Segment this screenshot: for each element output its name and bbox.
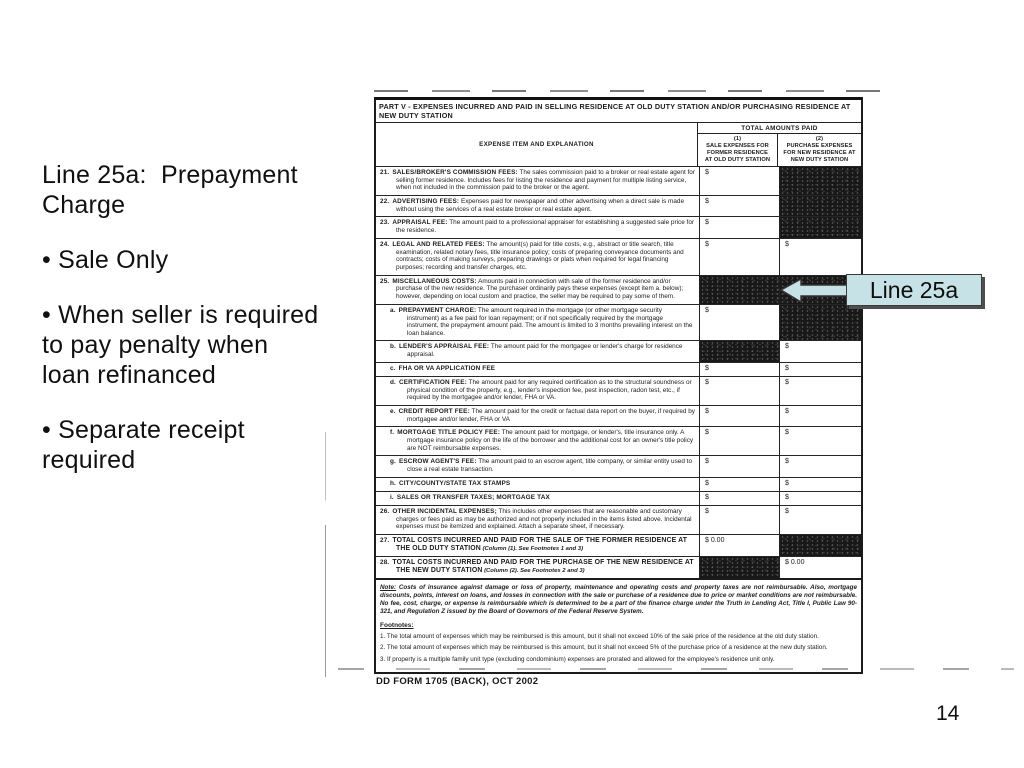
footnotes-label: Footnotes: xyxy=(380,621,414,629)
row-amount-col2 xyxy=(779,304,861,341)
form-row-25a: a. PREPAYMENT CHARGE: The amount required… xyxy=(376,303,861,341)
row-amount-col1: $ 0.00 xyxy=(699,534,779,557)
form-table: PART V - EXPENSES INCURRED AND PAID IN S… xyxy=(374,97,863,675)
row-amount-col2: $ xyxy=(779,505,861,534)
row-amount-col2: $ xyxy=(779,341,861,362)
footnote-3: 3. If property is a multiple family unit… xyxy=(380,655,775,663)
bullet-separate-receipt: • Separate receipt required xyxy=(42,416,245,474)
row-amount-col2 xyxy=(779,217,861,238)
row-description: c. FHA OR VA APPLICATION FEE xyxy=(390,364,496,372)
form-row-25g: g. ESCROW AGENT'S FEE: The amount paid to… xyxy=(376,455,861,477)
form-row-25d: d. CERTIFICATION FEE: The amount paid for… xyxy=(376,375,861,405)
row-description: 21. SALES/BROKER'S COMMISSION FEES: The s… xyxy=(380,168,695,192)
row-amount-col1: $ xyxy=(699,195,779,217)
form-row-28: 28. TOTAL COSTS INCURRED AND PAID FOR THE… xyxy=(376,556,861,579)
bullet-seller-penalty: • When seller is required to pay penalty… xyxy=(42,301,319,389)
row-description: d. CERTIFICATION FEE: The amount paid for… xyxy=(390,378,692,402)
sale-expenses-column-header: (1) SALE EXPENSES FOR FORMER RESIDENCE A… xyxy=(698,134,778,166)
row-amount-col1: $ xyxy=(699,477,779,491)
callout-arrow-icon xyxy=(779,277,849,304)
form-row-25c: c. FHA OR VA APPLICATION FEE $ $ xyxy=(376,361,861,376)
form-row-27: 27. TOTAL COSTS INCURRED AND PAID FOR THE… xyxy=(376,533,861,557)
row-description: g. ESCROW AGENT'S FEE: The amount paid to… xyxy=(390,458,693,474)
row-description: 26. OTHER INCIDENTAL EXPENSES; This inclu… xyxy=(380,507,692,531)
row-amount-col1 xyxy=(699,557,779,579)
note-label: Note: xyxy=(380,584,397,592)
row-description: b. LENDER'S APPRAISAL FEE: The amount pai… xyxy=(390,343,683,359)
row-description: 22. ADVERTISING FEES: Expenses paid for n… xyxy=(380,197,685,213)
form-row-25f: f. MORTGAGE TITLE POLICY FEE: The amount … xyxy=(376,426,861,456)
amounts-header-group: TOTAL AMOUNTS PAID (1) SALE EXPENSES FOR… xyxy=(697,123,861,166)
form-row-25i: i. SALES OR TRANSFER TAXES; MORTGAGE TAX … xyxy=(376,490,861,505)
row-amount-col2: $ xyxy=(779,427,861,456)
row-amount-col1: $ xyxy=(699,304,779,341)
row-description: h. CITY/COUNTY/STATE TAX STAMPS xyxy=(390,479,511,487)
form-row-26: 26. OTHER INCIDENTAL EXPENSES; This inclu… xyxy=(376,504,861,534)
form-row-21: 21. SALES/BROKER'S COMMISSION FEES: The s… xyxy=(376,166,861,195)
row-amount-col1: $ xyxy=(699,376,779,405)
slide-page-number: 14 xyxy=(936,702,960,725)
row-description: 28. TOTAL COSTS INCURRED AND PAID FOR THE… xyxy=(380,559,694,575)
row-amount-col2 xyxy=(779,534,861,557)
row-description: 25. MISCELLANEOUS COSTS: Amounts paid in … xyxy=(380,277,684,301)
row-amount-col2: $ xyxy=(779,456,861,477)
row-amount-col2 xyxy=(779,166,861,195)
scanned-form-dd1705: PART V - EXPENSES INCURRED AND PAID IN S… xyxy=(374,90,904,688)
row-amount-col1: $ xyxy=(699,217,779,238)
row-description: e. CREDIT REPORT FEE: The amount paid for… xyxy=(390,407,695,423)
row-amount-col1 xyxy=(699,341,779,362)
row-amount-col1: $ xyxy=(699,505,779,534)
form-rows: 21. SALES/BROKER'S COMMISSION FEES: The s… xyxy=(376,166,861,579)
form-note: Note: Costs of insurance against damage … xyxy=(376,578,861,618)
row-amount-col1: $ xyxy=(699,491,779,505)
row-description: 27. TOTAL COSTS INCURRED AND PAID FOR THE… xyxy=(380,536,688,553)
callout-label: Line 25a xyxy=(869,276,959,303)
footnote-2: 2. The total amount of expenses which ma… xyxy=(380,644,828,652)
row-amount-col2: $ 0.00 xyxy=(779,557,861,579)
form-row-25h: h. CITY/COUNTY/STATE TAX STAMPS $ $ xyxy=(376,476,861,491)
row-amount-col2 xyxy=(779,195,861,217)
row-amount-col1: $ xyxy=(699,456,779,477)
footnote-1: 1. The total amount of expenses which ma… xyxy=(380,632,819,640)
row-amount-col1: $ xyxy=(699,166,779,195)
row-amount-col2: $ xyxy=(779,376,861,405)
form-row-22: 22. ADVERTISING FEES: Expenses paid for n… xyxy=(376,194,861,217)
scan-artifact-top-line xyxy=(374,90,904,92)
row-amount-col2: $ xyxy=(779,238,861,275)
row-amount-col2: $ xyxy=(779,491,861,505)
row-description: i. SALES OR TRANSFER TAXES; MORTGAGE TAX xyxy=(390,493,550,501)
scan-artifact-vertical-line xyxy=(325,432,326,677)
row-amount-col1 xyxy=(699,275,779,304)
form-row-23: 23. APPRAISAL FEE: The amount paid to a p… xyxy=(376,216,861,238)
form-footnotes: Footnotes: 1. The total amount of expens… xyxy=(376,619,861,672)
slide-text-block: Line 25a: Prepayment Charge • Sale Only … xyxy=(42,160,362,500)
slide-title: Line 25a: Prepayment Charge xyxy=(42,161,298,219)
form-row-25e: e. CREDIT REPORT FEE: The amount paid for… xyxy=(376,404,861,427)
row-amount-col1: $ xyxy=(699,405,779,427)
bullet-sale-only: • Sale Only xyxy=(42,246,169,274)
row-amount-col1: $ xyxy=(699,362,779,376)
note-text: Costs of insurance against damage or los… xyxy=(380,584,857,616)
expense-column-header: EXPENSE ITEM AND EXPLANATION xyxy=(479,140,594,148)
row-description: a. PREPAYMENT CHARGE: The amount required… xyxy=(390,306,693,337)
row-amount-col2: $ xyxy=(779,477,861,491)
total-amounts-paid-header: TOTAL AMOUNTS PAID xyxy=(698,123,861,134)
row-description: 23. APPRAISAL FEE: The amount paid to a p… xyxy=(380,219,695,235)
row-amount-col1: $ xyxy=(699,238,779,275)
form-row-24: 24. LEGAL AND RELATED FEES: The amount(s)… xyxy=(376,237,861,275)
row-description: f. MORTGAGE TITLE POLICY FEE: The amount … xyxy=(390,429,694,452)
form-id-footer: DD FORM 1705 (BACK), OCT 2002 xyxy=(376,676,539,688)
form-row-25b: b. LENDER'S APPRAISAL FEE: The amount pai… xyxy=(376,340,861,362)
scan-artifact-bottom-line xyxy=(338,668,1014,670)
line-25a-callout: Line 25a xyxy=(846,274,982,306)
row-description: 24. LEGAL AND RELATED FEES: The amount(s)… xyxy=(380,240,684,271)
row-amount-col2: $ xyxy=(779,405,861,427)
form-part-header: PART V - EXPENSES INCURRED AND PAID IN S… xyxy=(376,100,861,123)
form-column-headers: EXPENSE ITEM AND EXPLANATION TOTAL AMOUN… xyxy=(376,123,861,167)
row-amount-col2: $ xyxy=(779,362,861,376)
purchase-expenses-column-header: (2) PURCHASE EXPENSES FOR NEW RESIDENCE … xyxy=(783,136,856,163)
row-amount-col1: $ xyxy=(699,427,779,456)
